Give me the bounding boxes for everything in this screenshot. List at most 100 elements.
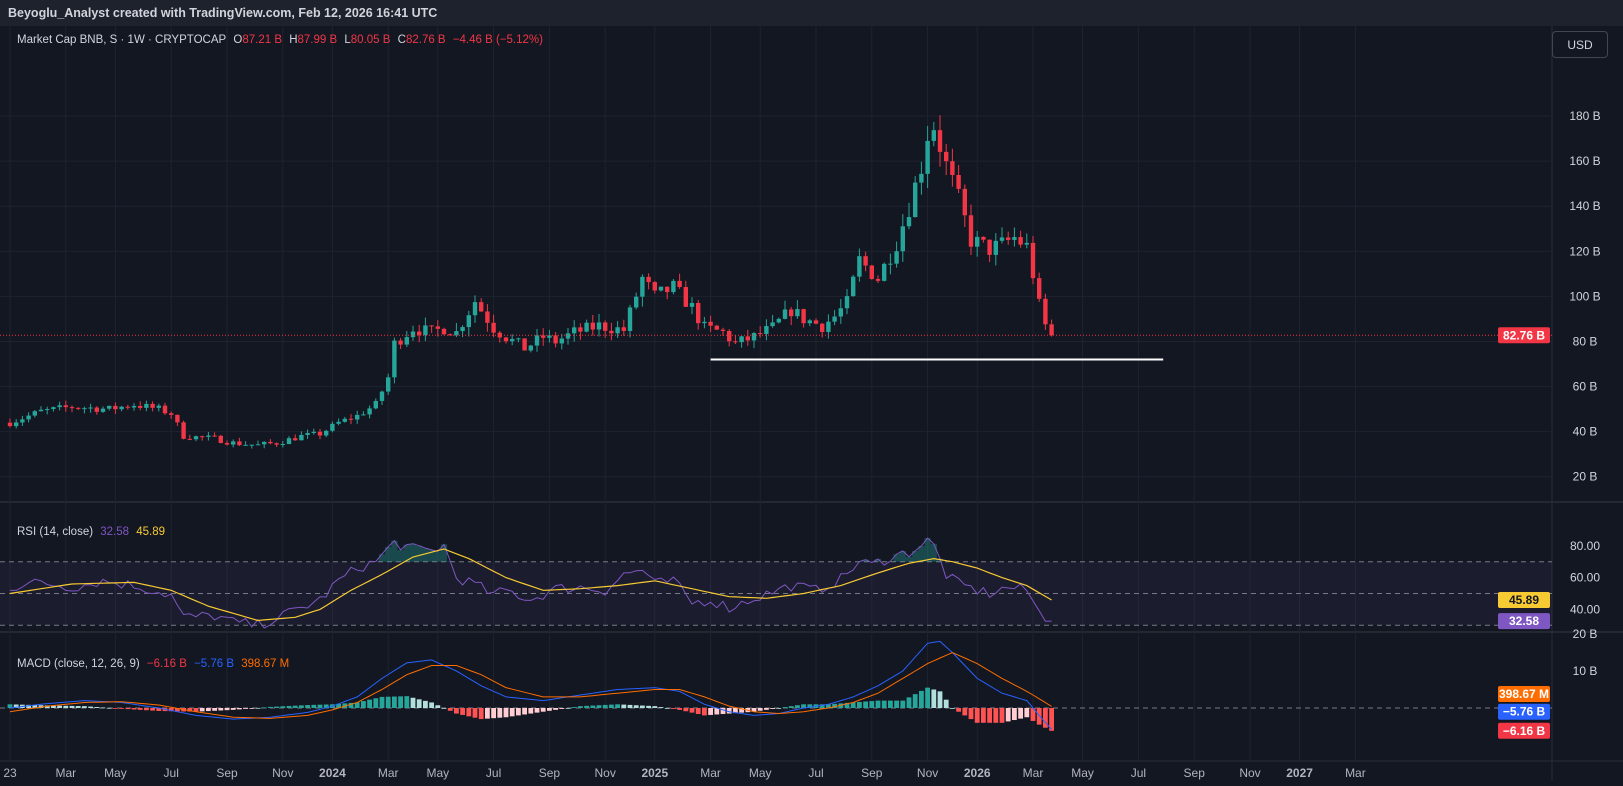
macd-histogram-bar xyxy=(323,704,329,708)
x-tick-label: Mar xyxy=(378,766,399,780)
macd-histogram-bar xyxy=(633,705,639,708)
candle xyxy=(305,429,310,439)
candle-body xyxy=(559,338,564,344)
rsi-badge-text: 32.58 xyxy=(1509,614,1539,628)
candle xyxy=(702,317,707,329)
candle-body xyxy=(795,309,800,317)
macd-histogram-bar xyxy=(454,708,459,714)
macd-histogram-bar xyxy=(119,708,124,709)
rsi-legend: RSI (14, close) 32.58 45.89 xyxy=(17,526,169,538)
candle-body xyxy=(63,405,68,408)
candle-body xyxy=(981,236,986,240)
macd-histogram-bar xyxy=(218,708,224,711)
candle-body xyxy=(45,409,50,411)
candle xyxy=(479,298,484,313)
macd-histogram-bar xyxy=(720,708,726,715)
candle-body xyxy=(386,377,391,392)
candle xyxy=(268,439,273,445)
candle-body xyxy=(113,405,118,410)
macd-histogram-bar xyxy=(69,705,75,708)
x-tick-label: Nov xyxy=(595,766,616,780)
candle-body xyxy=(720,329,726,331)
macd-histogram-bar xyxy=(150,708,155,711)
candle-body xyxy=(999,237,1005,241)
x-tick-label: Jul xyxy=(1131,766,1146,780)
candle-body xyxy=(472,302,478,316)
price-tick-label: 180 B xyxy=(1569,109,1600,123)
macd-histogram-bar xyxy=(609,704,614,708)
macd-histogram-bar xyxy=(596,705,602,708)
candle-body xyxy=(770,322,775,327)
macd-histogram-bar xyxy=(751,708,757,712)
candle-body xyxy=(231,441,236,445)
candle-body xyxy=(596,322,602,330)
chart-svg[interactable]: 23 Mar May Jul Sep Nov 2024 Mar May Jul Sep Nov 2025… xyxy=(0,26,1623,781)
candle-body xyxy=(293,438,298,441)
macd-histogram-bar xyxy=(974,708,980,723)
candle xyxy=(1018,230,1023,248)
candle-body xyxy=(900,226,905,252)
candle xyxy=(609,322,614,341)
candle xyxy=(795,300,800,319)
candle xyxy=(113,402,118,414)
candle-body xyxy=(640,276,645,297)
currency-button[interactable]: USD xyxy=(1552,31,1608,58)
candle-body xyxy=(305,432,310,435)
candle-body xyxy=(169,413,174,415)
macd-histogram-bar xyxy=(175,708,180,712)
macd-histogram-bar xyxy=(528,708,534,714)
macd-histogram-bar xyxy=(193,708,199,712)
macd-histogram-bar xyxy=(385,696,391,708)
candle xyxy=(1030,236,1036,285)
macd-histogram-bar xyxy=(1049,708,1054,731)
candle-body xyxy=(212,435,217,437)
candle xyxy=(720,327,726,336)
candle-body xyxy=(727,330,732,342)
chart-area[interactable]: 23 Mar May Jul Sep Nov 2024 Mar May Jul Sep Nov 2025… xyxy=(0,26,1623,786)
candle-body xyxy=(280,444,285,446)
macd-histogram-bar xyxy=(627,704,633,708)
low-value: 80.05 B xyxy=(350,34,391,46)
candle xyxy=(51,406,56,412)
x-tick-label: Jul xyxy=(808,766,823,780)
candle-body xyxy=(944,151,949,162)
macd-histogram-bar xyxy=(776,708,782,709)
price-candles xyxy=(0,115,1552,449)
candle xyxy=(119,405,124,412)
macd-histogram-bar xyxy=(373,698,379,708)
candle xyxy=(435,320,440,337)
macd-value: −5.76 B xyxy=(194,658,235,670)
macd-histogram-bar xyxy=(137,708,143,710)
macd-histogram-bar xyxy=(925,687,930,708)
macd-hist-badge-bg xyxy=(1498,722,1550,739)
candle-body xyxy=(838,308,843,317)
macd-badge-bg xyxy=(1498,703,1550,720)
candle xyxy=(255,440,261,446)
candle-body xyxy=(441,328,447,335)
macd-histogram-bar xyxy=(937,691,943,708)
candle xyxy=(454,323,459,338)
price-tick-label: 120 B xyxy=(1569,244,1600,258)
candle xyxy=(652,280,657,294)
candle-body xyxy=(76,407,81,409)
candle-body xyxy=(237,441,242,446)
candle-body xyxy=(125,406,130,408)
macd-histogram-bar xyxy=(689,708,695,713)
candle xyxy=(987,239,992,262)
macd-histogram-bar xyxy=(900,700,906,708)
candle-body xyxy=(299,434,304,441)
candle xyxy=(485,304,490,332)
candle xyxy=(906,202,912,230)
candle-body xyxy=(634,296,639,308)
candle-body xyxy=(1037,278,1042,299)
rsi-overbought-fill xyxy=(366,538,944,562)
macd-histogram-bar xyxy=(206,708,211,712)
macd-histogram-bar xyxy=(447,708,453,711)
candle-body xyxy=(646,276,651,283)
candle xyxy=(1024,233,1029,249)
candle-body xyxy=(410,331,416,338)
candle-body xyxy=(1030,242,1036,279)
candle-body xyxy=(888,263,893,265)
candle xyxy=(844,289,850,315)
candle-body xyxy=(962,188,967,216)
